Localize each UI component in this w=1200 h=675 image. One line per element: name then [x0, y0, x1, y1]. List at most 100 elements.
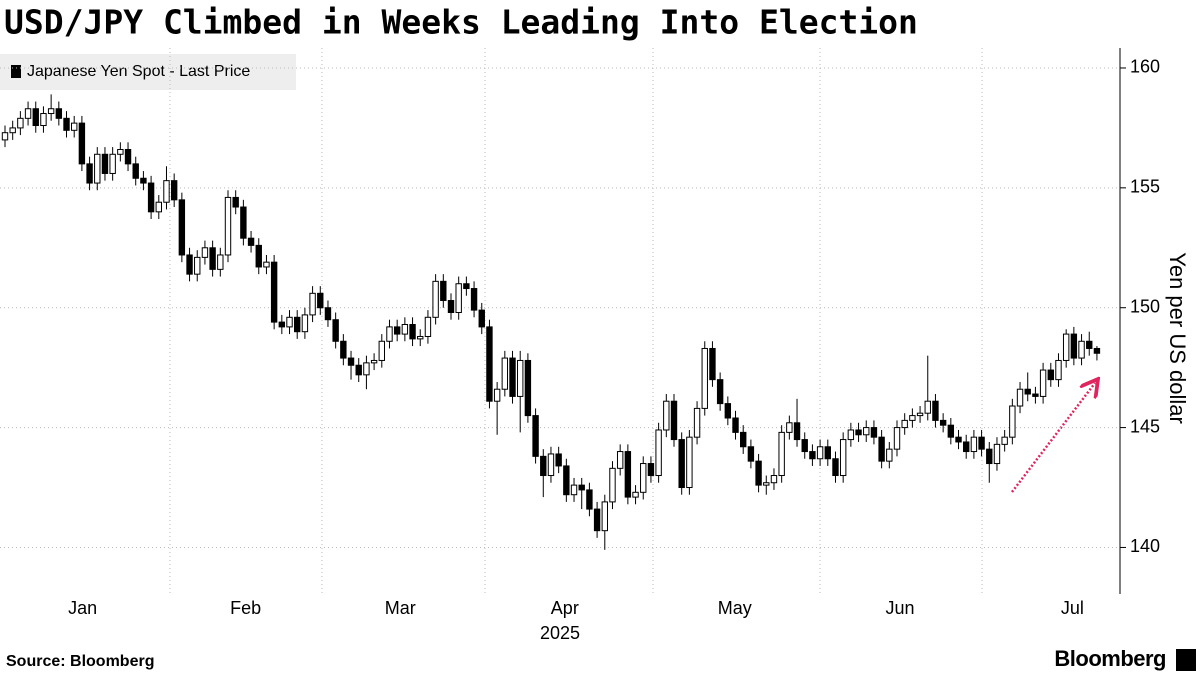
brand-icon [1176, 649, 1196, 671]
candle-body [1009, 405, 1016, 438]
y-tick-label: 140 [1130, 536, 1160, 556]
candle-body [493, 388, 501, 402]
candle-body [24, 108, 32, 119]
candle-body [632, 491, 639, 498]
y-axis-label: Yen per US dollar [1165, 252, 1190, 424]
candle-body [440, 280, 447, 302]
candle-body [409, 323, 416, 340]
candle-body [1093, 347, 1101, 354]
candle-body [355, 364, 362, 376]
candle-body [547, 453, 555, 477]
candle-body [517, 359, 524, 397]
x-tick-label: Jan [68, 598, 97, 618]
candle-body [340, 340, 347, 359]
candle-body [816, 446, 824, 460]
candle-body [347, 357, 355, 366]
legend-label: Japanese Yen Spot - Last Price [27, 63, 250, 80]
chart-title: USD/JPY Climbed in Weeks Leading Into El… [4, 3, 918, 42]
candle-body [540, 455, 547, 477]
candle-body [616, 451, 624, 469]
candle-body [763, 482, 770, 486]
candle-body [94, 153, 101, 184]
candle-body [324, 307, 332, 321]
candle-body [63, 117, 70, 131]
candle-body [916, 412, 924, 417]
candle-body [878, 436, 885, 462]
candle-body [1039, 369, 1047, 397]
candle-body [78, 122, 86, 165]
candle-body [1001, 436, 1008, 445]
candle-body [1, 132, 9, 141]
candle-body [255, 244, 262, 268]
candle-body [363, 362, 370, 376]
candle-body [294, 316, 301, 333]
candle-body [863, 427, 870, 436]
candle-body [240, 206, 247, 239]
y-tick-label: 150 [1130, 296, 1160, 316]
candle-body [447, 300, 455, 314]
candle-body [801, 439, 808, 453]
x-tick-label: Jul [1061, 598, 1084, 618]
candle-body [378, 340, 385, 361]
candle-body [624, 451, 632, 498]
candle-body [217, 254, 224, 270]
candle-body [201, 247, 209, 258]
candle-body [1024, 388, 1031, 395]
candle-body [778, 431, 785, 477]
candle-body [740, 431, 747, 448]
candle-body [117, 148, 124, 155]
candle-body [424, 316, 432, 337]
candle-body [455, 283, 462, 314]
candle-body [124, 148, 132, 165]
legend-box [0, 54, 296, 90]
candle-body [601, 501, 608, 532]
candle-body [432, 280, 439, 318]
month-grid [169, 48, 983, 594]
legend-marker [11, 65, 21, 78]
brand: Bloomberg [1054, 646, 1166, 671]
candle-body [1070, 333, 1078, 359]
candle-body [109, 153, 116, 174]
candle-body [332, 319, 339, 342]
candle-body [770, 475, 778, 484]
candle-body [1016, 388, 1024, 407]
candle-body [793, 422, 801, 441]
candle-body [963, 441, 970, 453]
candle-body [1032, 393, 1039, 397]
candle-body [232, 196, 239, 208]
candle-body [301, 314, 309, 333]
x-tick-label: Apr [551, 598, 579, 618]
candle-body [178, 199, 186, 256]
candle-body [593, 508, 601, 532]
candle-body [501, 357, 509, 390]
y-tick-label: 145 [1130, 416, 1160, 436]
candle-body [670, 400, 678, 441]
candle-body [17, 117, 24, 129]
candle-body [716, 379, 724, 405]
candle-body [132, 163, 139, 179]
candle-body [386, 326, 393, 342]
candle-body [655, 429, 662, 477]
candle-body [901, 419, 908, 429]
candle-body [647, 463, 655, 477]
candle-body [417, 335, 424, 340]
candle-body [509, 357, 516, 397]
candle-body [724, 403, 732, 419]
candle-body [563, 465, 570, 496]
candle-body [155, 201, 162, 213]
x-tick-label: May [718, 598, 752, 618]
candle-body [870, 427, 878, 438]
candle-body [555, 453, 562, 467]
y-tick-label: 155 [1130, 177, 1160, 197]
candle-body [486, 326, 493, 402]
candle-body [832, 458, 839, 477]
candle-body [71, 122, 78, 131]
candle-body [947, 424, 955, 438]
candle-body [263, 261, 270, 268]
candle-body [701, 347, 708, 409]
candle-body [993, 443, 1001, 465]
candle-body [247, 237, 255, 246]
candle-body [1055, 359, 1062, 381]
candle-body [678, 439, 685, 489]
candle-body [1062, 333, 1070, 361]
